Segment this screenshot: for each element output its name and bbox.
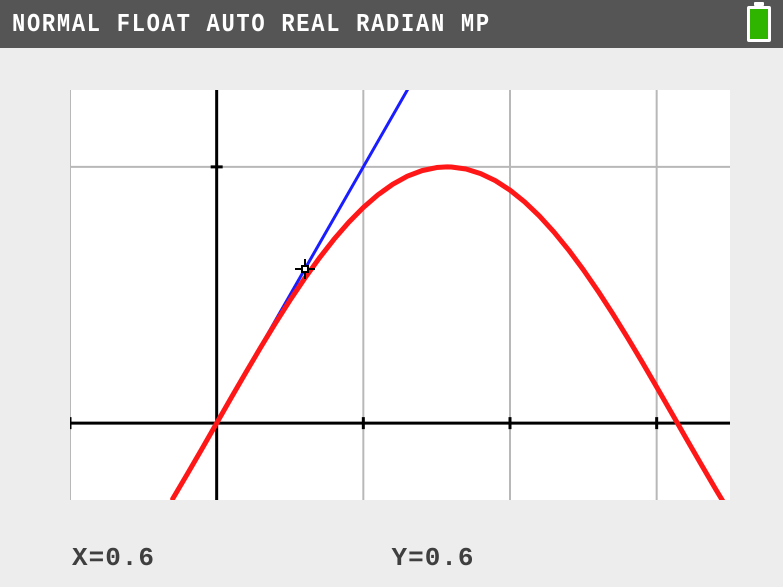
- screen-area: X=0.6 Y=0.6: [0, 48, 783, 587]
- trace-readout: X=0.6 Y=0.6: [0, 543, 783, 573]
- readout-x: X=0.6: [72, 543, 392, 573]
- battery-icon: [747, 6, 771, 42]
- status-mode-text: NORMAL FLOAT AUTO REAL RADIAN MP: [12, 9, 491, 39]
- graph-plot[interactable]: [70, 90, 730, 500]
- readout-y: Y=0.6: [392, 543, 712, 573]
- status-bar: NORMAL FLOAT AUTO REAL RADIAN MP: [0, 0, 783, 48]
